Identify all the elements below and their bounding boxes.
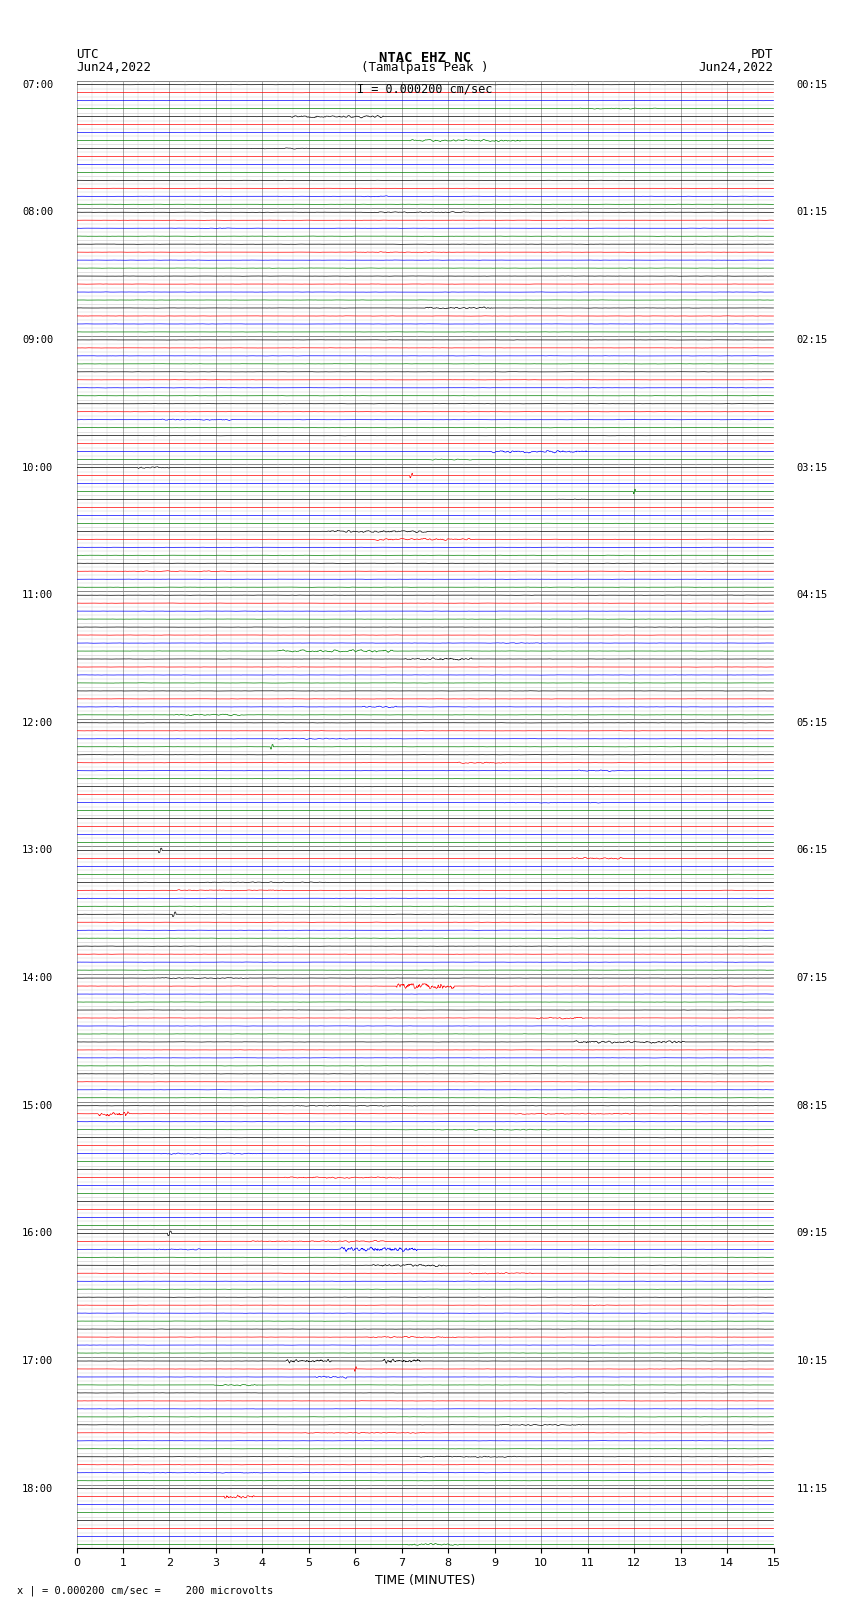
Text: Jun24,2022: Jun24,2022 [76, 61, 151, 74]
Text: 09:00: 09:00 [22, 336, 54, 345]
Text: 06:15: 06:15 [796, 845, 828, 855]
Text: 08:15: 08:15 [796, 1100, 828, 1111]
Text: 04:15: 04:15 [796, 590, 828, 600]
Text: 11:00: 11:00 [22, 590, 54, 600]
Text: (Tamalpais Peak ): (Tamalpais Peak ) [361, 61, 489, 74]
Text: 01:15: 01:15 [796, 208, 828, 218]
Text: 10:00: 10:00 [22, 463, 54, 473]
Text: NTAC EHZ NC: NTAC EHZ NC [379, 50, 471, 65]
Text: 17:00: 17:00 [22, 1357, 54, 1366]
Text: 00:15: 00:15 [796, 79, 828, 90]
X-axis label: TIME (MINUTES): TIME (MINUTES) [375, 1574, 475, 1587]
Text: x | = 0.000200 cm/sec =    200 microvolts: x | = 0.000200 cm/sec = 200 microvolts [17, 1586, 273, 1597]
Text: 09:15: 09:15 [796, 1229, 828, 1239]
Text: UTC: UTC [76, 48, 99, 61]
Text: 13:00: 13:00 [22, 845, 54, 855]
Text: 02:15: 02:15 [796, 336, 828, 345]
Text: 12:00: 12:00 [22, 718, 54, 727]
Text: Jun24,2022: Jun24,2022 [699, 61, 774, 74]
Text: PDT: PDT [751, 48, 774, 61]
Text: I = 0.000200 cm/sec: I = 0.000200 cm/sec [357, 82, 493, 95]
Text: 08:00: 08:00 [22, 208, 54, 218]
Text: 03:15: 03:15 [796, 463, 828, 473]
Text: 15:00: 15:00 [22, 1100, 54, 1111]
Text: 07:15: 07:15 [796, 973, 828, 982]
Text: 05:15: 05:15 [796, 718, 828, 727]
Text: 16:00: 16:00 [22, 1229, 54, 1239]
Text: 07:00: 07:00 [22, 79, 54, 90]
Text: 18:00: 18:00 [22, 1484, 54, 1494]
Text: 14:00: 14:00 [22, 973, 54, 982]
Text: 11:15: 11:15 [796, 1484, 828, 1494]
Text: 10:15: 10:15 [796, 1357, 828, 1366]
